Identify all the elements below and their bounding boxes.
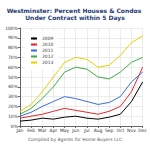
svg-text:Oct: Oct — [116, 128, 124, 133]
svg-text:Jul: Jul — [83, 128, 89, 133]
svg-text:2012: 2012 — [42, 54, 54, 59]
svg-text:60%: 60% — [8, 65, 19, 70]
svg-text:Westminster: Percent Houses &: Westminster: Percent Houses & Condos — [7, 7, 144, 14]
svg-text:Aug: Aug — [94, 128, 103, 133]
svg-text:30%: 30% — [8, 94, 19, 99]
svg-text:Mar: Mar — [38, 128, 47, 133]
svg-text:40%: 40% — [8, 84, 19, 89]
svg-text:20%: 20% — [8, 104, 19, 109]
svg-text:100%: 100% — [5, 26, 19, 31]
svg-text:Jun: Jun — [71, 128, 79, 133]
svg-text:Compiled by Agents for Home Bu: Compiled by Agents for Home Buyers LLC — [28, 137, 122, 142]
svg-text:0%: 0% — [10, 123, 18, 129]
svg-text:Feb: Feb — [27, 128, 35, 133]
svg-text:2010: 2010 — [42, 42, 54, 47]
svg-text:2011: 2011 — [42, 48, 54, 53]
svg-text:Sep: Sep — [105, 128, 114, 133]
svg-text:50%: 50% — [8, 75, 19, 80]
svg-text:Dec: Dec — [138, 128, 147, 133]
svg-text:Jan: Jan — [16, 128, 24, 133]
svg-text:2013: 2013 — [42, 60, 54, 65]
svg-text:Nov: Nov — [127, 128, 136, 133]
svg-text:10%: 10% — [8, 114, 19, 119]
svg-text:Apr: Apr — [50, 128, 58, 133]
svg-text:80%: 80% — [8, 45, 19, 50]
svg-text:Under Contract within 5 Days: Under Contract within 5 Days — [25, 14, 125, 22]
svg-text:2009: 2009 — [42, 36, 54, 41]
svg-text:May: May — [60, 128, 70, 133]
svg-text:90%: 90% — [8, 35, 19, 40]
svg-text:70%: 70% — [8, 55, 19, 60]
